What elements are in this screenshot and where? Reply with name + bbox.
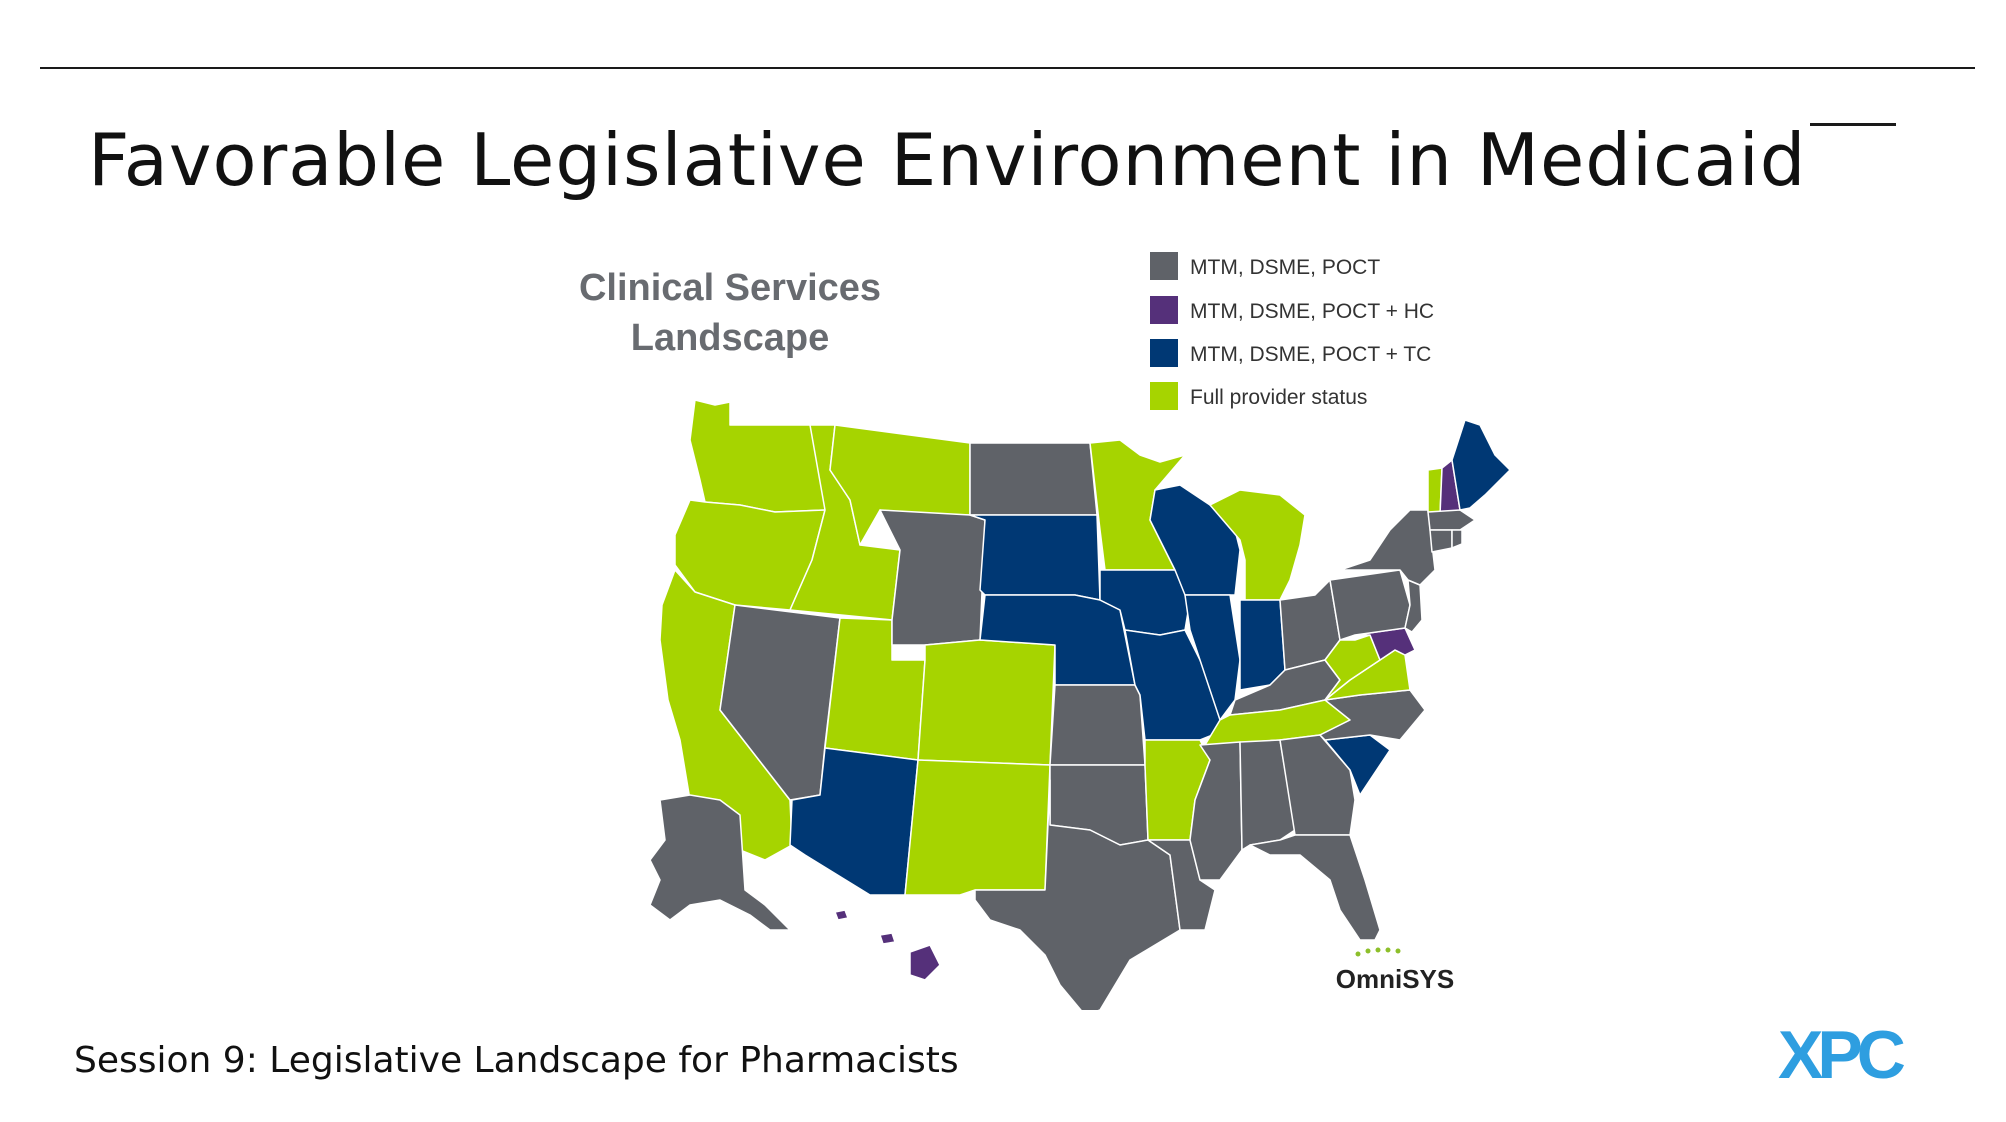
clinical-services-map: Clinical Services Landscape MTM, DSME, P… (580, 240, 1520, 1010)
legend-label-full-provider: Full provider status (1190, 386, 1367, 409)
map-title-line2: Landscape (631, 317, 830, 359)
session-footer: Session 9: Legislative Landscape for Pha… (74, 1040, 959, 1081)
state-nd (969, 442, 1098, 516)
map-title-line1: Clinical Services (580, 267, 881, 309)
states (649, 399, 1511, 1010)
legend-swatch-full-provider (1150, 382, 1178, 410)
state-me (1451, 419, 1511, 511)
legend-label-hc: MTM, DSME, POCT + HC (1190, 300, 1434, 323)
state-md (1354, 627, 1416, 661)
state-ks (1049, 684, 1146, 766)
state-ma (1427, 509, 1476, 531)
omnisys-logo: OmniSYS (1336, 947, 1454, 994)
state-pa (1329, 569, 1411, 641)
omnisys-wordmark: OmniSYS (1336, 964, 1454, 994)
state-mi (1209, 489, 1306, 601)
omnisys-dots (1355, 947, 1401, 957)
map-legend: MTM, DSME, POCT MTM, DSME, POCT + HC MTM… (1150, 252, 1434, 410)
state-wa (689, 399, 836, 513)
state-ak (649, 794, 791, 931)
state-hi-maui (879, 932, 896, 945)
state-hi-big-island (909, 944, 941, 981)
top-divider (40, 67, 1975, 69)
state-hi (834, 909, 849, 921)
state-nm (904, 759, 1051, 896)
state-sd (969, 514, 1101, 601)
slide-title: Favorable Legislative Environment in Med… (88, 118, 1807, 202)
state-il (1184, 594, 1241, 721)
state-tx (974, 779, 1181, 1010)
legend-swatch-hc (1150, 296, 1178, 324)
legend-swatch-tc (1150, 339, 1178, 367)
legend-label-mtm-dsme-poct: MTM, DSME, POCT (1190, 256, 1380, 279)
corner-accent-line (1810, 123, 1896, 126)
state-fl (1249, 834, 1381, 941)
state-ri (1451, 529, 1463, 549)
us-map-graphic: Clinical Services Landscape MTM, DSME, P… (580, 252, 1511, 1010)
xpc-logo: XPC (1778, 1020, 1911, 1086)
state-co (917, 639, 1056, 766)
state-ct (1429, 529, 1453, 553)
xpc-logo-text: XPC (1778, 1020, 1905, 1086)
legend-label-tc: MTM, DSME, POCT + TC (1190, 343, 1431, 366)
legend-swatch-mtm-dsme-poct (1150, 252, 1178, 280)
